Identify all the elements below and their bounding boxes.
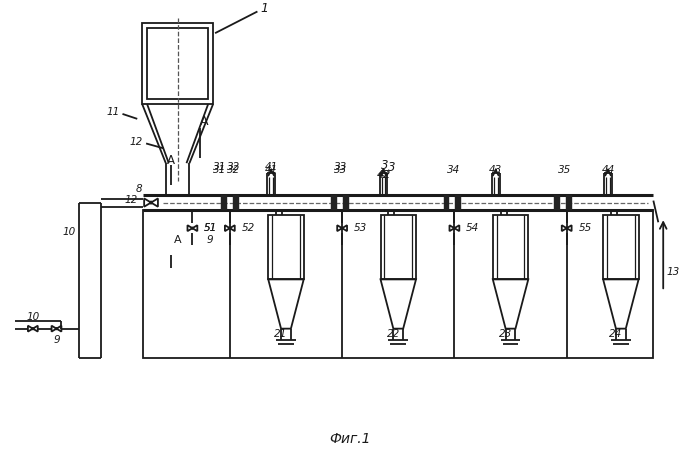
Text: 31: 31 [214, 165, 227, 175]
Circle shape [229, 227, 231, 229]
Bar [554, 194, 560, 211]
Text: 43: 43 [489, 165, 503, 175]
Text: 23: 23 [499, 329, 512, 338]
Bar [493, 215, 528, 279]
Text: 32: 32 [228, 162, 240, 172]
Circle shape [150, 201, 153, 204]
Text: 3: 3 [388, 161, 395, 174]
Text: 55: 55 [578, 223, 592, 233]
Text: 11: 11 [106, 107, 119, 117]
Text: 54: 54 [466, 223, 480, 233]
Bar [381, 215, 416, 279]
Circle shape [55, 328, 57, 330]
Text: 51: 51 [204, 223, 218, 233]
Bar [444, 194, 449, 211]
Bar [566, 194, 572, 211]
Bar [456, 194, 461, 211]
Circle shape [454, 227, 455, 229]
Text: 24: 24 [609, 329, 622, 338]
Text: 21: 21 [274, 329, 288, 338]
Text: 10: 10 [63, 227, 76, 237]
Circle shape [341, 227, 343, 229]
Text: Фиг.1: Фиг.1 [329, 432, 371, 446]
Text: 33: 33 [333, 165, 346, 175]
Circle shape [192, 227, 193, 229]
Text: 33: 33 [333, 162, 346, 172]
Text: A: A [174, 235, 181, 245]
Text: 52: 52 [241, 223, 255, 233]
Text: A: A [167, 154, 175, 167]
Text: 41: 41 [265, 162, 278, 172]
Circle shape [566, 227, 568, 229]
Bar [343, 194, 349, 211]
Bar [603, 215, 638, 279]
Text: 1: 1 [260, 2, 268, 15]
Text: 31: 31 [214, 162, 227, 172]
Text: 44: 44 [601, 165, 615, 175]
Circle shape [32, 328, 34, 330]
Text: 3: 3 [381, 159, 388, 172]
Text: A: A [200, 115, 209, 128]
Text: 9: 9 [206, 235, 213, 245]
Text: 35: 35 [558, 165, 571, 175]
Text: 9: 9 [53, 336, 60, 345]
Bar [268, 215, 304, 279]
Bar [144, 211, 653, 358]
Bar [221, 194, 227, 211]
Bar [331, 194, 337, 211]
Text: 51: 51 [204, 223, 218, 233]
Text: 10: 10 [26, 312, 39, 322]
Text: 53: 53 [354, 223, 368, 233]
Bar [233, 194, 239, 211]
Text: 34: 34 [447, 165, 460, 175]
Text: 42: 42 [378, 170, 391, 180]
Text: 22: 22 [386, 329, 400, 338]
Text: 12: 12 [130, 137, 143, 146]
Text: 13: 13 [666, 267, 680, 276]
Text: 8: 8 [136, 184, 143, 194]
Text: 12: 12 [125, 194, 138, 205]
Text: 32: 32 [228, 165, 240, 175]
Text: 42: 42 [377, 170, 390, 180]
Text: 41: 41 [265, 165, 278, 175]
Bar [147, 28, 208, 99]
Bar [142, 23, 213, 104]
